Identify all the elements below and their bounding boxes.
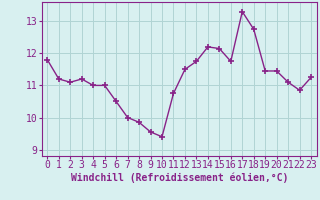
X-axis label: Windchill (Refroidissement éolien,°C): Windchill (Refroidissement éolien,°C) — [70, 173, 288, 183]
